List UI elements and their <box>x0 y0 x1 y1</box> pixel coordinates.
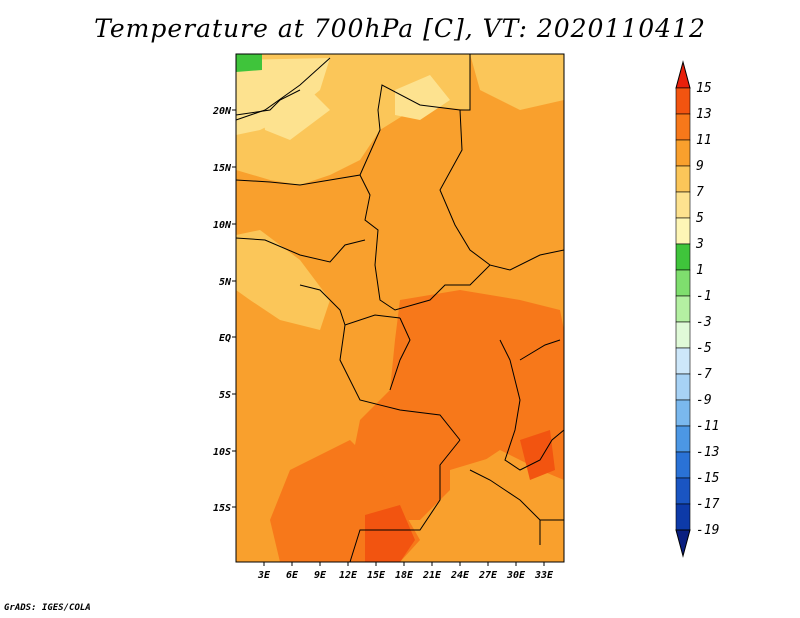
lon-label: 15E <box>367 570 386 581</box>
lat-label: 10N <box>213 220 232 231</box>
colorbar-swatch <box>675 399 691 427</box>
lon-label: 6E <box>286 570 299 581</box>
colorbar-swatch <box>675 217 691 245</box>
lat-label: 15S <box>213 503 231 514</box>
lat-label: 10S <box>213 447 231 458</box>
map-frame <box>235 53 565 563</box>
lon-label: 24E <box>450 570 470 581</box>
lon-label: 30E <box>506 570 526 581</box>
colorbar-swatch <box>675 269 691 297</box>
colorbar-label: 9 <box>696 159 704 174</box>
colorbar-label: -11 <box>696 419 719 434</box>
colorbar-label: -9 <box>696 393 712 408</box>
colorbar-swatch <box>675 295 691 323</box>
lon-label: 3E <box>257 570 271 581</box>
colorbar-swatch <box>675 87 691 115</box>
colorbar-label: 11 <box>696 133 712 148</box>
colorbar-swatch <box>675 425 691 453</box>
lat-ticks <box>232 109 236 508</box>
lat-label: 5S <box>219 390 231 401</box>
temperature-field <box>236 54 564 562</box>
lon-label: 18E <box>395 570 414 581</box>
colorbar-label: 5 <box>696 211 704 226</box>
colorbar-swatch <box>675 477 691 505</box>
colorbar-label: -1 <box>696 289 712 304</box>
colorbar-swatch <box>675 321 691 349</box>
colorbar-swatch <box>675 373 691 401</box>
lon-labels: 3E 6E 9E 12E 15E 18E 21E 24E 27E 30E 33E <box>257 570 554 581</box>
colorbar-top-arrow <box>675 60 691 89</box>
colorbar-swatch <box>675 191 691 219</box>
colorbar-label: 15 <box>696 81 712 96</box>
colorbar-swatch <box>675 347 691 375</box>
colorbar-label: -3 <box>696 315 712 330</box>
lon-label: 33E <box>534 570 554 581</box>
colorbar-label: -15 <box>696 471 720 486</box>
lat-label: 20N <box>212 106 232 117</box>
colorbar-label: -5 <box>696 341 712 356</box>
lon-label: 21E <box>422 570 442 581</box>
colorbar-label: 3 <box>695 237 704 252</box>
lon-label: 12E <box>339 570 358 581</box>
lon-label: 9E <box>314 570 327 581</box>
lon-label: 27E <box>478 570 498 581</box>
grads-credit: GrADS: IGES/COLA <box>4 603 91 613</box>
colorbar-swatch <box>675 451 691 479</box>
colorbar: 15 13 11 9 7 5 3 1 -1 -3 -5 -7 -9 -11 -13 -15 -17 -19 <box>675 60 720 558</box>
colorbar-label: -19 <box>696 523 719 538</box>
colorbar-swatch <box>675 243 691 271</box>
lat-label: 15N <box>213 163 232 174</box>
lat-labels: 20N 15N 10N 5N EQ 5S 10S 15S <box>212 106 232 514</box>
colorbar-swatch <box>675 139 691 167</box>
colorbar-swatch <box>675 165 691 193</box>
chart-title: Temperature at 700hPa [C], VT: 202011041… <box>94 14 706 43</box>
colorbar-label: -7 <box>696 367 712 382</box>
colorbar-label: 13 <box>696 107 712 122</box>
colorbar-swatch <box>675 113 691 141</box>
lat-label: 5N <box>219 277 232 288</box>
colorbar-label: 7 <box>696 185 704 200</box>
colorbar-label: -17 <box>696 497 720 512</box>
country-borders <box>235 54 565 563</box>
lat-label: EQ <box>219 333 231 344</box>
colorbar-swatch <box>675 503 691 531</box>
colorbar-bottom-arrow <box>675 529 691 558</box>
colorbar-label: -13 <box>696 445 719 460</box>
colorbar-label: 1 <box>696 263 704 278</box>
lon-ticks <box>263 562 545 566</box>
